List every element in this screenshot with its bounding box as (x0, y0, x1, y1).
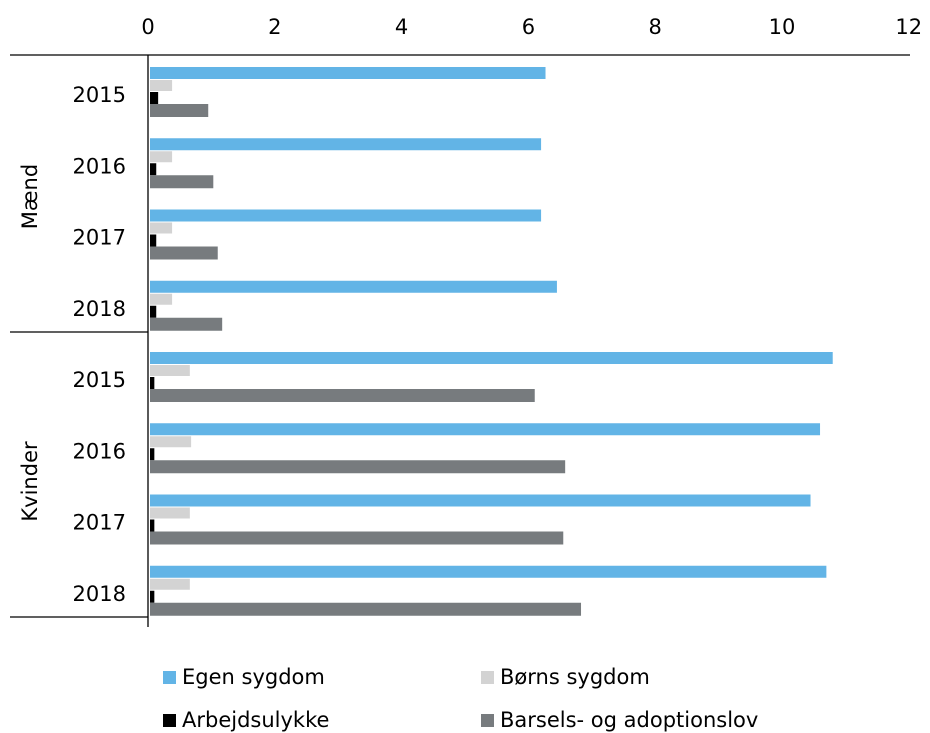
bar-arbejdsulykke (150, 234, 157, 247)
bar-arbejdsulykke (150, 590, 155, 603)
bar-egen-sygdom (150, 423, 821, 436)
bar-barsels-og-adoptionslov (150, 317, 223, 331)
category-label: 2015 (73, 368, 126, 392)
bars (150, 67, 833, 616)
category-labels: 2015 2016 2017 2018 2015 2016 2017 2018 (73, 83, 126, 606)
category-label: 2016 (73, 439, 126, 463)
category-label: 2017 (73, 511, 126, 535)
bar-barsels-og-adoptionslov (150, 389, 535, 402)
bar-egen-sygdom (150, 565, 827, 578)
group-labels: Mænd Kvinder (18, 164, 42, 522)
axis-lines (10, 54, 910, 627)
bar-arbejdsulykke (150, 92, 159, 104)
bar-arbejdsulykke (150, 305, 157, 318)
bar-arbejdsulykke (150, 377, 155, 389)
category-label: 2018 (73, 582, 126, 606)
bar-børns-sygdom (150, 365, 190, 376)
x-tick-label: 0 (141, 15, 154, 39)
bar-egen-sygdom (150, 67, 546, 79)
bar-arbejdsulykke (150, 448, 155, 461)
x-axis-ticks: 0 2 4 6 8 10 12 (141, 15, 922, 39)
bar-barsels-og-adoptionslov (150, 531, 564, 545)
x-tick-label: 4 (395, 15, 408, 39)
bar-barsels-og-adoptionslov (150, 246, 218, 260)
bar-barsels-og-adoptionslov (150, 460, 566, 474)
x-tick-label: 6 (522, 15, 535, 39)
bar-arbejdsulykke (150, 163, 157, 176)
category-label: 2015 (73, 83, 126, 107)
bar-barsels-og-adoptionslov (150, 602, 582, 616)
x-tick-label: 12 (895, 15, 922, 39)
category-label: 2017 (73, 226, 126, 250)
bar-børns-sygdom (150, 578, 190, 590)
bar-børns-sygdom (150, 293, 173, 305)
bar-barsels-og-adoptionslov (150, 104, 209, 117)
group-label: Mænd (18, 164, 42, 229)
bar-egen-sygdom (150, 138, 542, 151)
category-label: 2018 (73, 297, 126, 321)
bar-børns-sygdom (150, 151, 173, 163)
bar-børns-sygdom (150, 222, 173, 234)
bar-egen-sygdom (150, 209, 542, 222)
category-label: 2016 (73, 154, 126, 178)
x-tick-label: 8 (649, 15, 662, 39)
bar-børns-sygdom (150, 80, 173, 91)
bar-egen-sygdom (150, 280, 557, 293)
bar-barsels-og-adoptionslov (150, 175, 214, 189)
bar-egen-sygdom (150, 352, 833, 364)
group-label: Kvinder (18, 441, 42, 522)
bar-børns-sygdom (150, 507, 190, 519)
bar-egen-sygdom (150, 494, 811, 507)
x-tick-label: 2 (268, 15, 281, 39)
bar-arbejdsulykke (150, 519, 155, 532)
bar-børns-sygdom (150, 436, 192, 448)
x-tick-label: 10 (769, 15, 796, 39)
